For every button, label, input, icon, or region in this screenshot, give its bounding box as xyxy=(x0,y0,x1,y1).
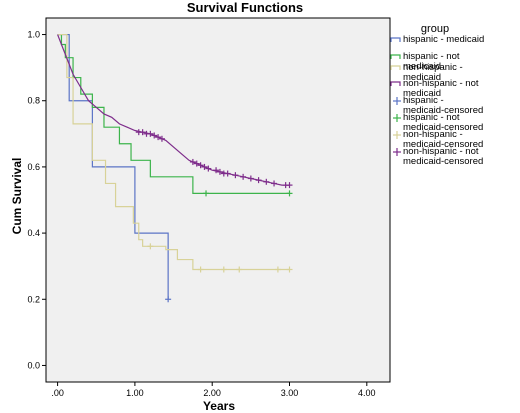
legend-label: non-hispanic - not medicaid xyxy=(403,78,479,99)
legend-swatch xyxy=(390,37,401,42)
legend-swatch xyxy=(393,131,401,139)
censor-mark-non-hispanic-medicaid xyxy=(220,266,227,273)
censor-mark-non-hispanic-medicaid xyxy=(274,266,281,273)
legend-entry: non-hispanic - not medicaid xyxy=(390,78,479,99)
censor-mark-non-hispanic-not-medicaid xyxy=(271,180,278,187)
series-line-non-hispanic-medicaid xyxy=(57,33,290,271)
x-tick-label: 3.00 xyxy=(281,388,299,398)
y-tick-label: 0.0 xyxy=(27,360,40,370)
legend-swatch xyxy=(390,81,401,86)
series-line-hispanic-not-medicaid xyxy=(57,33,290,194)
x-tick-label: 4.00 xyxy=(358,388,376,398)
censor-mark-non-hispanic-not-medicaid xyxy=(139,129,146,136)
series-line-hispanic-medicaid xyxy=(57,33,169,300)
censor-mark-non-hispanic-not-medicaid xyxy=(213,167,220,174)
x-axis: .00 1.00 2.00 3.00 4.00 xyxy=(51,382,376,398)
censor-mark-non-hispanic-not-medicaid xyxy=(216,168,223,175)
censor-mark-hispanic-medicaid xyxy=(165,296,172,303)
legend-label: hispanic - not medicaid xyxy=(403,51,460,72)
censor-mark-non-hispanic-not-medicaid xyxy=(189,158,196,165)
y-tick-label: 0.8 xyxy=(27,96,40,106)
censor-mark-non-hispanic-not-medicaid xyxy=(232,172,239,179)
censor-mark-non-hispanic-not-medicaid xyxy=(205,165,212,172)
legend-label: hispanic - medicaid xyxy=(403,34,484,45)
legend-entry: non-hispanic -medicaid-censored xyxy=(393,129,483,150)
legend-label: non-hispanic -medicaid xyxy=(403,62,463,83)
censor-mark-non-hispanic-not-medicaid xyxy=(286,182,293,189)
legend-label: non-hispanic -medicaid-censored xyxy=(403,129,483,150)
chart-title: Survival Functions xyxy=(187,0,303,15)
censor-mark-non-hispanic-medicaid xyxy=(147,243,154,250)
censor-mark-non-hispanic-not-medicaid xyxy=(201,163,208,170)
censor-mark-non-hispanic-not-medicaid xyxy=(224,170,231,177)
y-axis: 0.0 0.2 0.4 0.6 0.8 1.0 xyxy=(27,30,46,370)
plot-area xyxy=(45,17,391,383)
censor-mark-non-hispanic-not-medicaid xyxy=(263,178,270,185)
y-tick-label: 0.6 xyxy=(27,162,40,172)
censor-mark-non-hispanic-not-medicaid xyxy=(155,134,162,141)
legend-swatch xyxy=(393,114,401,122)
legend-entry: hispanic - not medicaid-censored xyxy=(393,112,483,133)
censor-mark-non-hispanic-not-medicaid xyxy=(240,173,247,180)
legend-label: hispanic - not medicaid-censored xyxy=(403,112,483,133)
censor-mark-non-hispanic-not-medicaid xyxy=(147,130,154,137)
legend-swatch xyxy=(393,148,401,156)
censor-mark-non-hispanic-not-medicaid xyxy=(255,177,262,184)
y-tick-label: 1.0 xyxy=(27,30,40,40)
y-axis-title: Cum Survival xyxy=(10,158,24,235)
y-tick-label: 0.4 xyxy=(27,228,40,238)
censor-mark-non-hispanic-not-medicaid xyxy=(158,135,165,142)
legend-entry: hispanic - not medicaid xyxy=(390,51,460,72)
x-tick-label: 1.00 xyxy=(126,388,144,398)
censor-mark-non-hispanic-medicaid xyxy=(236,266,243,273)
legend-entry: hispanic - medicaid xyxy=(390,34,484,45)
censor-mark-hispanic-not-medicaid xyxy=(286,190,293,197)
censor-mark-non-hispanic-medicaid xyxy=(286,266,293,273)
censor-mark-non-hispanic-not-medicaid xyxy=(247,175,254,182)
censor-mark-non-hispanic-not-medicaid xyxy=(151,132,158,139)
legend-entry: non-hispanic -medicaid xyxy=(390,62,463,83)
legend-swatch xyxy=(390,65,401,70)
legend-label: non-hispanic - not medicaid-censored xyxy=(403,146,483,167)
legend-label: hispanic -medicaid-censored xyxy=(403,95,483,116)
legend-entry: non-hispanic - not medicaid-censored xyxy=(393,146,483,167)
x-tick-label: .00 xyxy=(51,388,64,398)
legend-items: hispanic - medicaid hispanic - not medicai… xyxy=(390,34,484,167)
legend-entry: hispanic -medicaid-censored xyxy=(393,95,483,116)
legend: group hispanic - medicaid hispanic - not m… xyxy=(390,23,484,167)
x-axis-title: Years xyxy=(203,399,235,413)
legend-swatch xyxy=(393,97,401,105)
legend-swatch xyxy=(390,54,401,59)
censor-mark-non-hispanic-not-medicaid xyxy=(193,160,200,167)
legend-title: group xyxy=(421,23,449,35)
censor-mark-non-hispanic-medicaid xyxy=(197,266,204,273)
censor-mark-hispanic-not-medicaid xyxy=(203,190,210,197)
series-layer xyxy=(57,33,293,303)
censor-mark-non-hispanic-not-medicaid xyxy=(197,162,204,169)
y-tick-label: 0.2 xyxy=(27,294,40,304)
x-tick-label: 2.00 xyxy=(203,388,221,398)
